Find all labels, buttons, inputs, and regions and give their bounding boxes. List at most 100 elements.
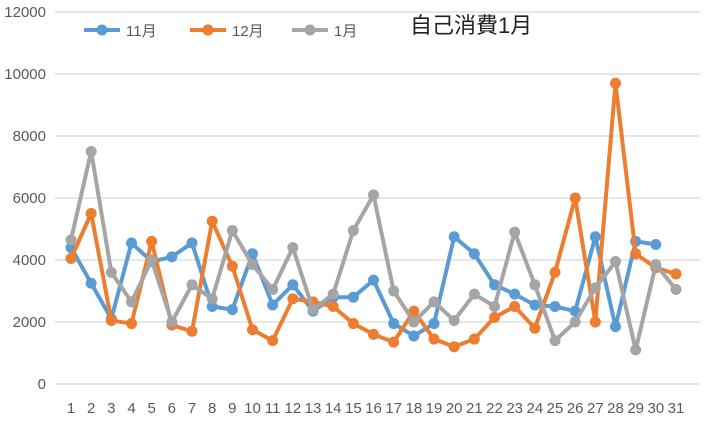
data-point — [206, 215, 218, 227]
x-tick-label: 11 — [265, 400, 281, 417]
data-point — [428, 318, 440, 330]
data-point — [267, 335, 279, 347]
data-point — [146, 235, 158, 247]
legend-marker — [96, 24, 108, 36]
data-point — [549, 335, 561, 347]
series-3 — [65, 146, 682, 356]
data-point — [468, 288, 480, 300]
data-point — [408, 330, 420, 342]
data-point — [509, 288, 521, 300]
data-point — [247, 324, 258, 336]
data-point — [388, 336, 400, 348]
data-point — [489, 279, 500, 291]
data-point — [226, 304, 238, 316]
data-point — [287, 279, 299, 291]
x-tick-label: 26 — [567, 400, 584, 417]
y-axis-ticks: 0 2000 4000 6000 8000 10000 12000 — [4, 4, 46, 393]
data-point — [347, 318, 359, 330]
y-tick-label: 2000 — [13, 314, 46, 331]
data-point — [126, 237, 137, 249]
legend-marker — [304, 24, 316, 36]
data-point — [589, 316, 601, 328]
data-point — [166, 251, 178, 263]
data-point — [368, 274, 379, 286]
x-tick-label: 1 — [67, 400, 75, 417]
legend: 11月 12月 1月 — [84, 23, 357, 40]
x-tick-label: 29 — [627, 400, 644, 417]
x-tick-label: 20 — [446, 400, 463, 417]
x-tick-label: 25 — [547, 400, 564, 417]
y-tick-label: 4000 — [13, 252, 46, 269]
data-point — [509, 301, 521, 312]
data-point — [610, 321, 621, 333]
x-tick-label: 16 — [365, 400, 382, 417]
data-point — [327, 288, 339, 300]
x-tick-label: 15 — [345, 400, 362, 417]
y-tick-label: 8000 — [13, 128, 46, 145]
data-point — [650, 239, 662, 250]
data-point — [267, 299, 279, 311]
x-tick-label: 28 — [607, 400, 624, 417]
data-point — [428, 296, 440, 308]
data-point — [448, 314, 460, 326]
data-point — [368, 328, 379, 340]
data-point — [65, 252, 77, 264]
data-point — [126, 318, 137, 330]
x-tick-label: 2 — [87, 400, 95, 417]
y-tick-label: 6000 — [13, 190, 46, 207]
x-tick-label: 3 — [107, 400, 115, 417]
data-point — [186, 325, 198, 337]
x-tick-label: 6 — [168, 400, 176, 417]
x-tick-label: 30 — [647, 400, 664, 417]
x-tick-label: 12 — [284, 400, 301, 417]
legend-label: 1月 — [334, 23, 357, 40]
data-point — [468, 333, 480, 345]
data-point — [448, 231, 460, 243]
legend-label: 11月 — [126, 23, 157, 40]
x-tick-label: 23 — [506, 400, 523, 417]
x-tick-label: 19 — [426, 400, 443, 417]
data-point — [468, 248, 480, 260]
data-point — [85, 208, 97, 219]
x-tick-label: 8 — [208, 400, 216, 417]
y-tick-label: 0 — [38, 376, 46, 393]
x-tick-label: 31 — [668, 400, 685, 417]
x-tick-label: 13 — [305, 400, 322, 417]
data-point — [408, 305, 420, 317]
data-point — [126, 296, 137, 308]
x-tick-label: 27 — [587, 400, 604, 417]
data-point — [287, 242, 299, 254]
data-point — [247, 259, 258, 271]
data-point — [146, 254, 158, 266]
data-point — [327, 301, 339, 312]
data-point — [670, 268, 682, 280]
y-tick-label: 10000 — [4, 66, 46, 83]
data-point — [368, 189, 379, 201]
data-point — [65, 234, 77, 246]
data-point — [448, 341, 460, 353]
data-point — [307, 304, 319, 316]
data-point — [529, 322, 541, 334]
data-point — [670, 283, 682, 295]
data-point — [388, 285, 400, 297]
x-tick-label: 24 — [526, 400, 543, 417]
series-2 — [65, 77, 682, 353]
data-point — [489, 311, 500, 323]
data-point — [529, 279, 541, 291]
chart-title: 自己消費1月 — [410, 13, 532, 38]
x-tick-label: 21 — [466, 400, 483, 417]
data-point — [529, 299, 541, 311]
x-tick-label: 7 — [188, 400, 196, 417]
data-point — [206, 293, 218, 305]
legend-item: 1月 — [292, 23, 357, 40]
data-point — [589, 231, 601, 243]
data-point — [267, 283, 279, 295]
data-point — [630, 344, 642, 356]
legend-item: 12月 — [190, 23, 264, 40]
data-point — [630, 248, 642, 260]
data-point — [206, 301, 218, 312]
x-tick-label: 4 — [127, 400, 135, 417]
data-point — [347, 291, 359, 303]
legend-marker — [202, 24, 214, 36]
